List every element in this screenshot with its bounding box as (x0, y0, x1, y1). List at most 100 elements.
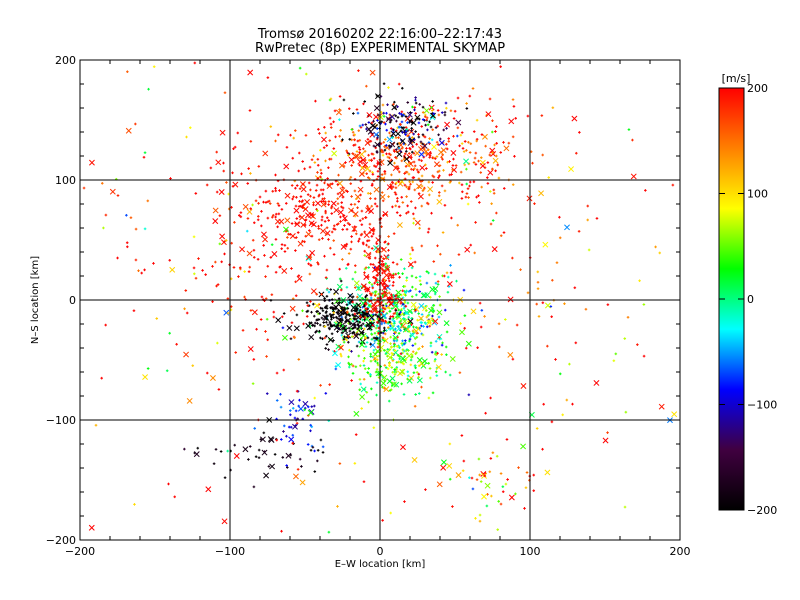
plus-marker (383, 337, 387, 341)
plus-marker (586, 204, 590, 208)
cross-marker (352, 153, 359, 160)
plus-marker (447, 137, 451, 140)
plus-marker (445, 127, 448, 130)
plus-marker (259, 438, 263, 441)
plus-marker (307, 181, 311, 185)
plus-marker (308, 165, 312, 169)
plus-marker (296, 231, 300, 234)
plus-marker (387, 277, 390, 280)
cross-marker (387, 354, 393, 361)
plus-marker (412, 371, 416, 375)
plus-marker (380, 263, 383, 266)
plus-marker (443, 203, 447, 207)
plus-marker (473, 156, 477, 160)
plus-marker (380, 173, 384, 176)
plus-marker (366, 191, 370, 195)
plus-marker (406, 374, 410, 378)
cross-marker (464, 246, 471, 253)
plus-marker (502, 231, 506, 234)
cross-marker (327, 336, 334, 343)
plus-marker (256, 257, 260, 261)
cross-marker (218, 189, 225, 195)
cross-marker (388, 300, 395, 307)
plus-marker (372, 228, 376, 231)
plus-marker (325, 216, 329, 220)
plus-marker (273, 453, 277, 456)
plus-marker (169, 177, 172, 180)
y-tick-label: −200 (46, 534, 76, 547)
plus-marker (184, 289, 188, 292)
plus-marker (360, 166, 364, 170)
plus-marker (463, 326, 466, 330)
plus-marker (408, 180, 411, 184)
plus-marker (369, 355, 372, 358)
cross-marker (363, 274, 370, 280)
plus-marker (321, 445, 325, 449)
plus-marker (291, 197, 294, 201)
plus-marker (346, 151, 349, 155)
plus-marker (386, 264, 389, 268)
cross-marker (320, 228, 326, 235)
cross-marker (246, 208, 253, 215)
plus-marker (282, 368, 286, 372)
plus-marker (420, 204, 424, 208)
plus-marker (189, 126, 192, 130)
plus-marker (410, 129, 413, 132)
plus-marker (351, 327, 355, 330)
plus-marker (427, 362, 430, 365)
plus-marker (297, 169, 300, 173)
cross-marker (418, 151, 425, 158)
cross-marker (314, 302, 320, 309)
cross-marker (429, 286, 436, 293)
plus-marker (392, 303, 395, 306)
plus-marker (427, 396, 431, 400)
plus-marker (410, 295, 414, 298)
plus-marker (420, 184, 424, 188)
plus-marker (474, 517, 477, 520)
plus-marker (371, 182, 374, 186)
plus-marker (397, 136, 400, 139)
plus-marker (478, 473, 481, 477)
plus-marker (443, 274, 446, 278)
plus-marker (356, 206, 359, 210)
plus-marker (388, 156, 391, 160)
plus-marker (431, 181, 434, 184)
cross-marker (382, 211, 389, 217)
plus-marker (343, 244, 347, 247)
cross-marker (275, 317, 282, 324)
plus-marker (276, 225, 279, 229)
cross-marker (186, 397, 193, 404)
plus-marker (455, 279, 458, 283)
plus-marker (311, 324, 314, 327)
plus-marker (104, 213, 108, 217)
plus-marker (216, 283, 220, 286)
plus-marker (173, 495, 177, 499)
plus-marker (439, 252, 442, 256)
cross-marker (568, 166, 575, 173)
plus-marker (319, 148, 322, 152)
plus-marker (426, 314, 430, 317)
plus-marker (331, 306, 335, 309)
plus-marker (446, 290, 450, 294)
plus-marker (495, 211, 498, 215)
plus-marker (427, 227, 431, 231)
plus-marker (251, 238, 255, 242)
plus-marker (310, 310, 313, 314)
plus-marker (269, 125, 273, 128)
plus-marker (297, 151, 301, 155)
plus-marker (274, 173, 277, 177)
plus-marker (375, 204, 379, 208)
plus-marker (337, 173, 340, 177)
plus-marker (425, 167, 428, 170)
plus-marker (353, 225, 357, 229)
plus-marker (403, 342, 406, 346)
plus-marker (264, 275, 267, 278)
plus-marker (402, 307, 406, 310)
plus-marker (365, 127, 368, 131)
plus-marker (289, 133, 292, 137)
plus-marker (282, 312, 286, 315)
cross-marker (379, 176, 386, 183)
plus-marker (369, 296, 373, 300)
plus-marker (396, 167, 400, 170)
plus-marker (430, 106, 433, 109)
